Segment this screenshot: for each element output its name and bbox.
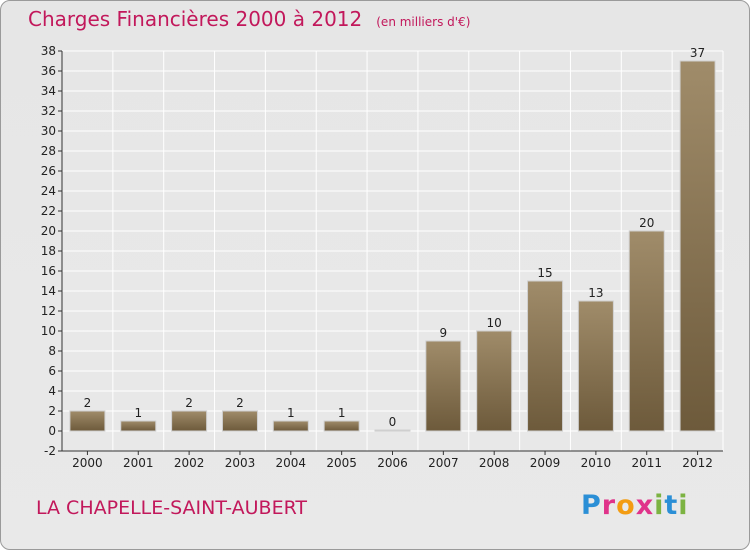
logo-letter: r	[601, 490, 617, 521]
data-label: 20	[639, 216, 654, 230]
bar-2009	[527, 280, 564, 432]
y-tick-label: 30	[41, 124, 56, 138]
data-label: 1	[287, 406, 295, 420]
data-label: 9	[440, 326, 448, 340]
data-label: 13	[588, 286, 603, 300]
x-tick-label: 2001	[123, 456, 154, 470]
x-tick-label: 2010	[581, 456, 612, 470]
x-tick-label: 2000	[72, 456, 103, 470]
chart-title-text: Charges Financières 2000 à 2012	[28, 7, 363, 31]
data-label: 2	[185, 396, 193, 410]
y-tick-label: 6	[48, 364, 56, 378]
logo-letter: i	[654, 490, 665, 521]
bar-2005	[323, 420, 360, 432]
bar-2012	[679, 60, 716, 432]
y-tick-label: 2	[48, 404, 56, 418]
y-tick-label: 4	[48, 384, 56, 398]
y-tick-label: 34	[41, 84, 56, 98]
x-tick-label: 2009	[530, 456, 561, 470]
y-tick-label: 16	[41, 264, 56, 278]
y-tick-label: 38	[41, 44, 56, 58]
bar-2006	[374, 429, 411, 432]
bar-2002	[171, 410, 208, 432]
y-tick-label: 26	[41, 164, 56, 178]
y-tick-label: 14	[41, 284, 56, 298]
x-tick-label: 2011	[631, 456, 662, 470]
y-tick-label: 28	[41, 144, 56, 158]
x-tick-label: 2003	[225, 456, 256, 470]
axes	[58, 50, 723, 455]
y-tick-label: 8	[48, 344, 56, 358]
data-label: 10	[487, 316, 502, 330]
logo-letter: i	[678, 490, 689, 521]
gridlines	[61, 50, 724, 452]
chart-title: Charges Financières 2000 à 2012 (en milli…	[28, 7, 470, 31]
y-tick-label: 0	[48, 424, 56, 438]
bar-2004	[272, 420, 309, 432]
data-label: 37	[690, 46, 705, 60]
y-tick-label: 18	[41, 244, 56, 258]
logo-letter: t	[664, 490, 679, 521]
x-tick-label: 2005	[326, 456, 357, 470]
bar-2003	[221, 410, 258, 432]
logo-letter: P	[581, 490, 602, 521]
y-tick-label: 24	[41, 184, 56, 198]
data-label: 15	[537, 266, 552, 280]
bar-2010	[577, 300, 614, 432]
y-tick-label: 10	[41, 324, 56, 338]
proxiti-logo[interactable]: Proxiti	[581, 490, 689, 521]
y-tick-label: 36	[41, 64, 56, 78]
data-label: 2	[236, 396, 244, 410]
x-tick-label: 2002	[174, 456, 205, 470]
bar-2011	[628, 230, 665, 432]
bars	[69, 60, 716, 432]
labels: -202468101214161820222426283032343638220…	[41, 44, 713, 470]
logo-letter: o	[616, 490, 636, 521]
y-tick-label: -2	[44, 444, 56, 458]
x-tick-label: 2008	[479, 456, 510, 470]
bar-2007	[425, 340, 462, 432]
y-tick-label: 20	[41, 224, 56, 238]
data-label: 0	[389, 415, 397, 429]
data-label: 2	[84, 396, 92, 410]
bar-2000	[69, 410, 106, 432]
bar-2008	[476, 330, 513, 432]
data-label: 1	[338, 406, 346, 420]
commune-name: LA CHAPELLE-SAINT-AUBERT	[36, 497, 308, 519]
y-tick-label: 22	[41, 204, 56, 218]
x-tick-label: 2007	[428, 456, 459, 470]
y-tick-label: 32	[41, 104, 56, 118]
chart-unit: (en milliers d'€)	[376, 15, 471, 29]
y-tick-label: 12	[41, 304, 56, 318]
data-label: 1	[134, 406, 142, 420]
x-tick-label: 2004	[276, 456, 307, 470]
x-tick-label: 2006	[377, 456, 408, 470]
logo-letter: x	[635, 490, 655, 521]
x-tick-label: 2012	[682, 456, 713, 470]
bar-2001	[120, 420, 157, 432]
